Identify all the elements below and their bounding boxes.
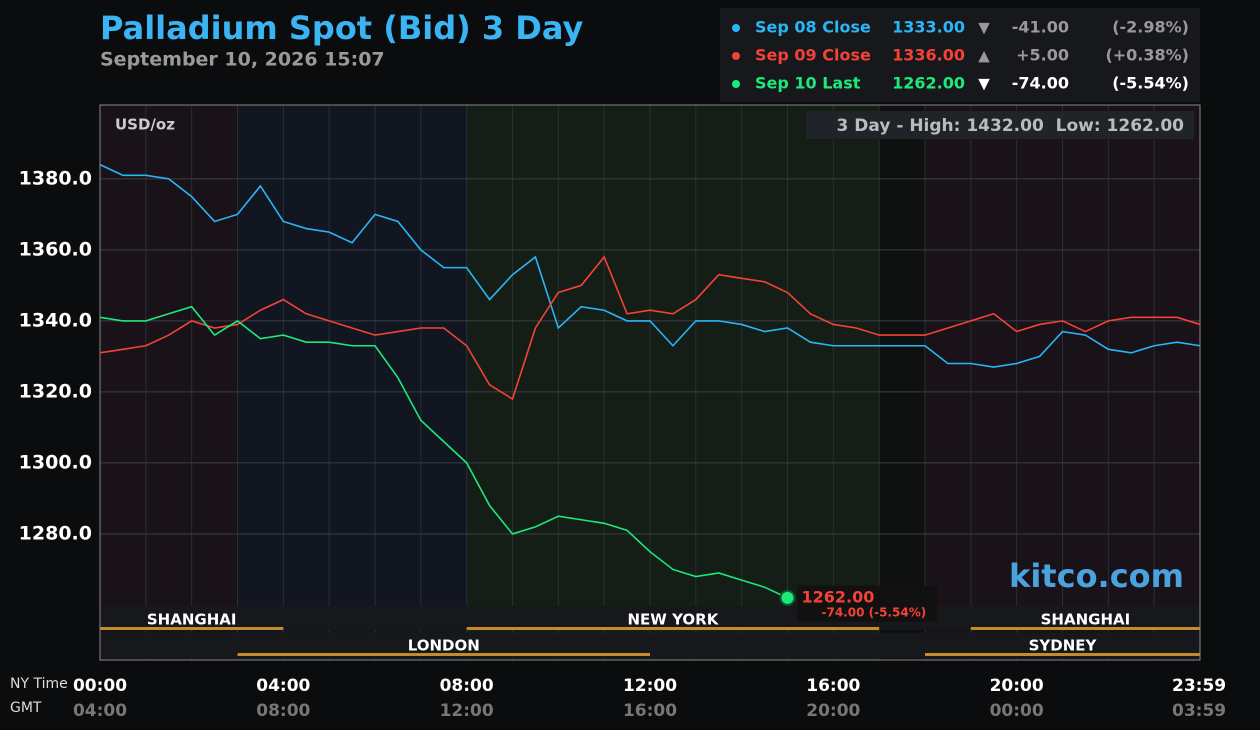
x-tick-label: 00:00: [73, 676, 127, 696]
range-note: 3 Day - High: 1432.00 Low: 1262.00: [837, 116, 1185, 136]
legend-close: 1336.00: [892, 46, 965, 65]
session-label: SYDNEY: [1029, 637, 1098, 655]
legend-marker: [732, 80, 740, 88]
legend-arrow: ▼: [978, 19, 990, 37]
y-tick-label: 1280.0: [19, 522, 92, 544]
session-bar: [237, 653, 650, 656]
legend-pct: (+0.38%): [1105, 46, 1189, 65]
x2-tick-label: 04:00: [73, 701, 127, 721]
last-change-label: -74.00 (-5.54%): [822, 605, 927, 619]
legend-change: -41.00: [1012, 18, 1069, 37]
x-tick-label: 12:00: [623, 676, 677, 696]
legend-pct: (-5.54%): [1112, 74, 1189, 93]
y-tick-label: 1300.0: [19, 451, 92, 473]
series-line: [99, 163, 1201, 368]
session-label: LONDON: [408, 637, 480, 655]
legend-arrow: ▼: [978, 75, 990, 93]
legend-close: 1333.00: [892, 18, 965, 37]
session-shade: [466, 105, 880, 660]
series-line: [99, 255, 1201, 401]
legend-marker: [732, 24, 740, 32]
x-tick-label: 20:00: [990, 676, 1044, 696]
session-shade: [100, 105, 238, 660]
legend-change: -74.00: [1012, 74, 1069, 93]
chart-subtitle: September 10, 2026 15:07: [100, 49, 385, 71]
range-box: [806, 111, 1194, 139]
session-shade: [879, 105, 925, 660]
legend-arrow: ▲: [978, 47, 990, 65]
session-bar: [466, 627, 880, 630]
session-label: NEW YORK: [628, 611, 720, 629]
session-bar: [925, 653, 1200, 656]
legend-pct: (-2.98%): [1112, 18, 1189, 37]
session-bar: [970, 627, 1200, 630]
x-tick-label: 04:00: [256, 676, 310, 696]
x2-axis-label: GMT: [10, 700, 42, 716]
legend-name: Sep 09 Close: [755, 46, 871, 65]
x2-tick-label: 16:00: [623, 701, 677, 721]
last-label: 1262.00: [802, 587, 875, 606]
x2-tick-label: 12:00: [440, 701, 494, 721]
y-tick-label: 1320.0: [19, 380, 92, 402]
session-label: SHANGHAI: [1041, 611, 1131, 629]
legend-name: Sep 08 Close: [755, 18, 871, 37]
x-tick-label: 08:00: [440, 676, 494, 696]
y-tick-label: 1380.0: [19, 167, 92, 189]
legend-box: [720, 8, 1200, 102]
legend-name: Sep 10 Last: [755, 74, 861, 93]
series-line: [99, 305, 788, 599]
session-bar: [100, 627, 284, 630]
session-row: [100, 606, 1200, 630]
chart-title: Palladium Spot (Bid) 3 Day: [100, 9, 583, 47]
last-point: [779, 589, 796, 606]
x2-tick-label: 20:00: [806, 701, 860, 721]
y-tick-label: 1340.0: [19, 309, 92, 331]
watermark: kitco.com: [1009, 557, 1184, 595]
session-label: SHANGHAI: [147, 611, 237, 629]
unit-label: USD/oz: [115, 116, 175, 134]
legend-marker: [732, 52, 740, 60]
x2-tick-label: 08:00: [256, 701, 310, 721]
plot-border: [99, 104, 1201, 661]
last-label-box: [797, 585, 938, 622]
x2-tick-label: 00:00: [990, 701, 1044, 721]
legend-close: 1262.00: [892, 74, 965, 93]
x-axis-label: NY Time: [10, 676, 68, 692]
legend-change: +5.00: [1016, 46, 1069, 65]
x-tick-label: 16:00: [806, 676, 860, 696]
x2-tick-label: 03:59: [1172, 701, 1226, 721]
session-shade: [237, 105, 467, 660]
x-tick-label: 23:59: [1172, 676, 1226, 696]
y-tick-label: 1360.0: [19, 238, 92, 260]
